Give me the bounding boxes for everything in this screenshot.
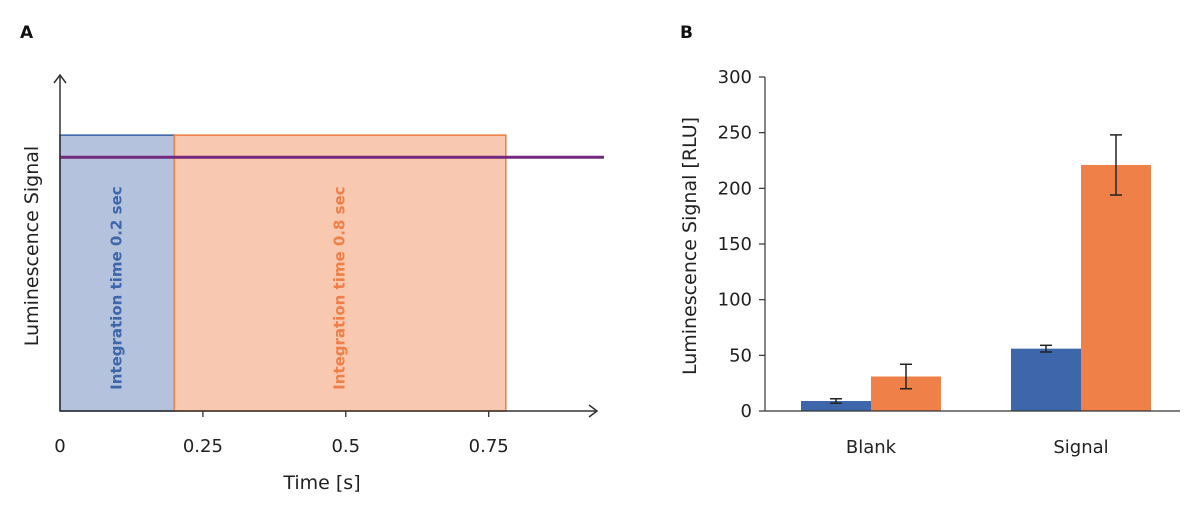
x-tick-label: 0.5	[331, 436, 360, 457]
bar-blank-1	[801, 400, 871, 411]
panel-a-label: A	[20, 23, 34, 43]
y-tick-label: 300	[718, 67, 752, 88]
category-label: Blank	[846, 437, 897, 458]
y-tick-label: 0	[741, 401, 752, 422]
error-bar-blank-1	[830, 398, 842, 404]
integration-window-label-1: Integration time 0.2 sec	[108, 186, 126, 390]
y-axis-title: Luminescence Signal	[21, 146, 43, 346]
x-axis-title: Time [s]	[282, 472, 360, 494]
y-tick-label: 100	[718, 290, 752, 311]
x-tick-label: 0.25	[183, 436, 223, 457]
y-tick-label: 200	[718, 178, 752, 199]
error-bar-blank-2	[900, 363, 912, 390]
integration-window-2	[173, 134, 507, 412]
integration-window-1	[59, 134, 176, 412]
bar-signal-2	[1081, 164, 1151, 411]
x-tick-label: 0	[54, 436, 65, 457]
panel-a: A Integration time 0.2 sec Integration ti…	[20, 23, 604, 494]
error-bar-signal-1	[1040, 344, 1052, 353]
y-tick-label: 50	[729, 345, 752, 366]
integration-window-label-2: Integration time 0.8 sec	[331, 186, 349, 390]
panel-b: B 0 50 100 150 200 250 300 Blank Signal Lumines…	[679, 23, 1180, 458]
y-axis-title: Luminescence Signal [RLU]	[679, 117, 701, 375]
y-tick-label: 150	[718, 234, 752, 255]
x-axis-arrow-icon	[588, 404, 599, 418]
y-axis-arrow-icon	[53, 73, 67, 84]
panel-b-label: B	[680, 23, 693, 43]
error-bar-signal-2	[1110, 134, 1122, 196]
category-label: Signal	[1053, 437, 1108, 458]
y-tick-label: 250	[718, 123, 752, 144]
x-tick-label: 0.75	[469, 436, 509, 457]
bar-signal-1	[1011, 348, 1081, 411]
